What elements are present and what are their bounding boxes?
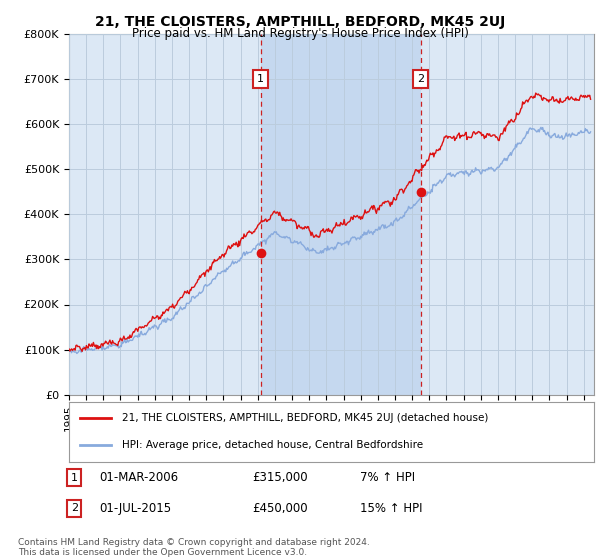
Text: 1: 1 [257,74,264,84]
Text: 1: 1 [71,473,78,483]
Bar [260,34,421,395]
Text: 7% ↑ HPI: 7% ↑ HPI [360,471,415,484]
Text: £315,000: £315,000 [252,471,308,484]
Text: 2: 2 [417,74,424,84]
Text: 21, THE CLOISTERS, AMPTHILL, BEDFORD, MK45 2UJ: 21, THE CLOISTERS, AMPTHILL, BEDFORD, MK… [95,15,505,29]
Text: 01-JUL-2015: 01-JUL-2015 [99,502,171,515]
Text: 21, THE CLOISTERS, AMPTHILL, BEDFORD, MK45 2UJ (detached house): 21, THE CLOISTERS, AMPTHILL, BEDFORD, MK… [121,413,488,423]
Text: £450,000: £450,000 [252,502,308,515]
Text: 2: 2 [71,503,78,514]
Text: Contains HM Land Registry data © Crown copyright and database right 2024.
This d: Contains HM Land Registry data © Crown c… [18,538,370,557]
Text: Price paid vs. HM Land Registry's House Price Index (HPI): Price paid vs. HM Land Registry's House … [131,27,469,40]
Text: 01-MAR-2006: 01-MAR-2006 [99,471,178,484]
Text: 15% ↑ HPI: 15% ↑ HPI [360,502,422,515]
Text: HPI: Average price, detached house, Central Bedfordshire: HPI: Average price, detached house, Cent… [121,440,422,450]
